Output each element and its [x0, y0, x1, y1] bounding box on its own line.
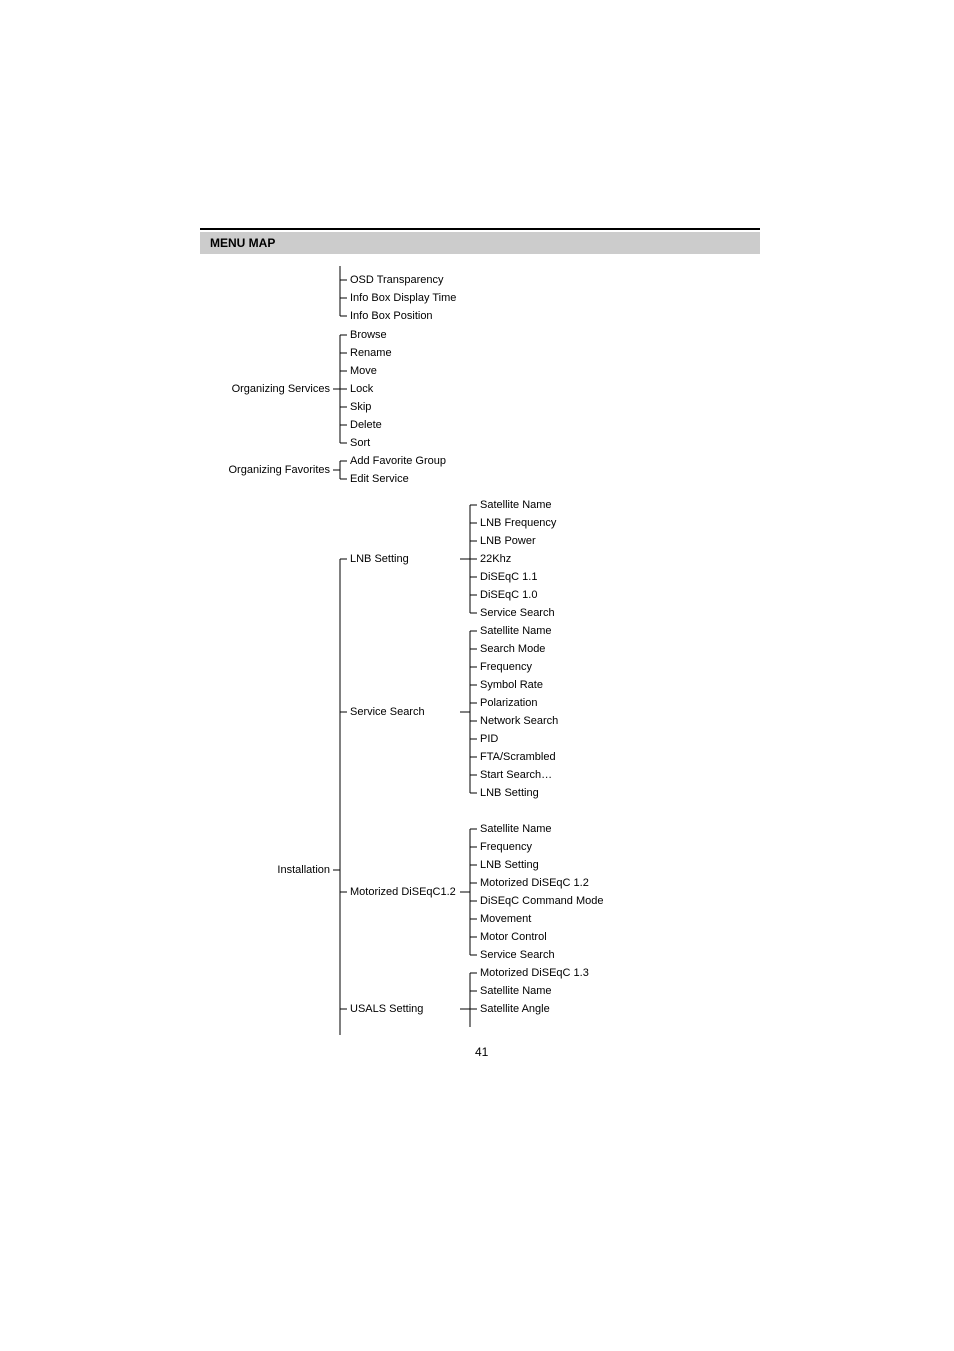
installation-child-0-label: LNB Setting — [350, 553, 409, 565]
installation-child-1-item-9: LNB Setting — [480, 787, 539, 799]
installation-child-2-item-1: Frequency — [480, 841, 532, 853]
page-root: MENU MAP 41 OSD TransparencyInfo Box Dis… — [0, 0, 954, 1351]
installation-child-3-item-2: Satellite Angle — [480, 1003, 550, 1015]
installation-child-1-item-7: FTA/Scrambled — [480, 751, 556, 763]
installation-child-1-item-0: Satellite Name — [480, 625, 552, 637]
installation-child-0-item-1: LNB Frequency — [480, 517, 556, 529]
installation-child-2-item-0: Satellite Name — [480, 823, 552, 835]
organizing-services-item-5: Delete — [350, 419, 382, 431]
installation-child-0-item-4: DiSEqC 1.1 — [480, 571, 537, 583]
installation-child-3-label: USALS Setting — [350, 1003, 423, 1015]
installation-child-2-item-7: Service Search — [480, 949, 555, 961]
installation-child-3-item-1: Satellite Name — [480, 985, 552, 997]
installation-child-1-item-4: Polarization — [480, 697, 537, 709]
installation-label: Installation — [277, 864, 330, 876]
organizing-services-item-6: Sort — [350, 437, 370, 449]
installation-child-2-item-4: DiSEqC Command Mode — [480, 895, 604, 907]
organizing-services-item-3: Lock — [350, 383, 373, 395]
installation-child-1-item-5: Network Search — [480, 715, 558, 727]
organizing-services-item-2: Move — [350, 365, 377, 377]
page-number: 41 — [475, 1045, 488, 1059]
installation-child-2-item-5: Movement — [480, 913, 531, 925]
installation-child-1-item-1: Search Mode — [480, 643, 545, 655]
installation-child-1-item-6: PID — [480, 733, 498, 745]
installation-child-0-item-3: 22Khz — [480, 553, 511, 565]
orphan-item-2: Info Box Position — [350, 310, 433, 322]
organizing-services-item-0: Browse — [350, 329, 387, 341]
organizing-favorites-label: Organizing Favorites — [229, 464, 331, 476]
installation-child-0-item-5: DiSEqC 1.0 — [480, 589, 537, 601]
installation-child-3-item-0: Motorized DiSEqC 1.3 — [480, 967, 589, 979]
installation-child-2-item-6: Motor Control — [480, 931, 547, 943]
installation-child-1-item-2: Frequency — [480, 661, 532, 673]
installation-child-2-label: Motorized DiSEqC1.2 — [350, 886, 456, 898]
organizing-favorites-item-0: Add Favorite Group — [350, 455, 446, 467]
installation-child-2-item-3: Motorized DiSEqC 1.2 — [480, 877, 589, 889]
organizing-services-item-1: Rename — [350, 347, 392, 359]
orphan-item-0: OSD Transparency — [350, 274, 444, 286]
installation-child-2-item-2: LNB Setting — [480, 859, 539, 871]
installation-child-1-item-3: Symbol Rate — [480, 679, 543, 691]
orphan-item-1: Info Box Display Time — [350, 292, 456, 304]
organizing-favorites-item-1: Edit Service — [350, 473, 409, 485]
organizing-services-item-4: Skip — [350, 401, 371, 413]
organizing-services-label: Organizing Services — [232, 383, 330, 395]
installation-child-1-item-8: Start Search… — [480, 769, 552, 781]
tree-connectors — [0, 0, 954, 1351]
installation-child-0-item-6: Service Search — [480, 607, 555, 619]
installation-child-1-label: Service Search — [350, 706, 425, 718]
installation-child-0-item-0: Satellite Name — [480, 499, 552, 511]
installation-child-0-item-2: LNB Power — [480, 535, 536, 547]
